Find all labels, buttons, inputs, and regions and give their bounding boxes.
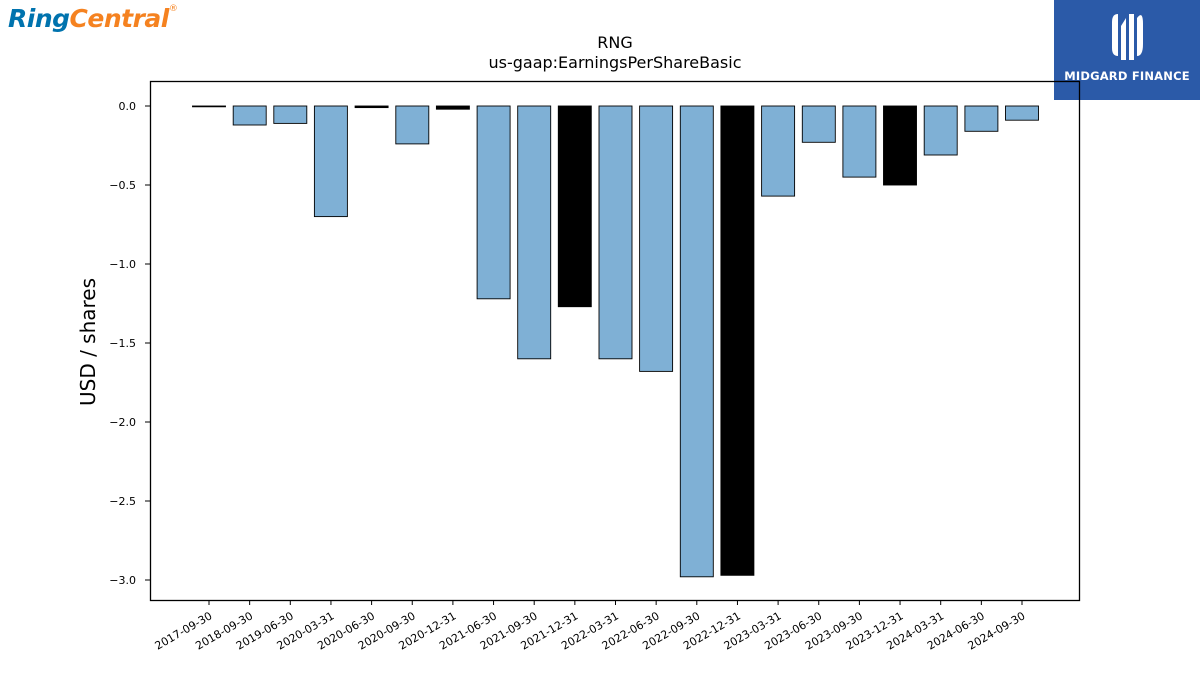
ringcentral-logo: RingCentral® — [8, 4, 178, 38]
y-tick-label: −1.5 — [109, 337, 136, 350]
y-tick-label: −2.0 — [109, 416, 136, 429]
bar-2022-03-31 — [598, 105, 633, 360]
bar-2022-06-30 — [639, 105, 674, 372]
y-axis-ticks: 0.0 −0.5 −1.0 −1.5 −2.0 −2.5 −3.0 — [109, 100, 150, 587]
bar-2020-12-31 — [435, 105, 470, 110]
y-tick-label: −0.5 — [109, 179, 136, 192]
chart-title: RNG — [597, 33, 632, 52]
y-tick-label: −3.0 — [109, 574, 136, 587]
bar-2020-09-30 — [395, 105, 430, 145]
bar-2024-09-30 — [1005, 105, 1039, 121]
ringcentral-logo-ring: Ring — [8, 4, 70, 33]
bar-2022-09-30 — [679, 105, 714, 578]
bars-group — [192, 105, 1039, 578]
y-axis-label: USD / shares — [76, 278, 100, 406]
midgard-finance-label: MIDGARD FINANCE — [1064, 69, 1190, 83]
bar-2022-12-31 — [720, 105, 755, 576]
bar-2023-09-30 — [842, 105, 877, 178]
y-tick-label: 0.0 — [119, 100, 137, 113]
y-tick-label: −2.5 — [109, 495, 136, 508]
bar-2024-03-31 — [923, 105, 958, 156]
bar-2021-06-30 — [476, 105, 511, 300]
bar-2018-09-30 — [232, 105, 267, 126]
bar-2019-06-30 — [273, 105, 308, 124]
bar-2021-12-31 — [557, 105, 592, 308]
y-tick-label: −1.0 — [109, 258, 136, 271]
plot-frame — [149, 80, 1081, 602]
bar-2020-06-30 — [354, 105, 389, 109]
bar-2020-03-31 — [313, 105, 348, 218]
bar-2023-03-31 — [761, 105, 796, 197]
bar-2017-09-30 — [192, 105, 226, 108]
ringcentral-logo-central: Central — [69, 4, 170, 33]
bar-2021-09-30 — [517, 105, 552, 360]
bar-2023-12-31 — [883, 105, 917, 186]
x-axis-ticks: 2017-09-302018-09-302019-06-302020-03-31… — [153, 600, 1028, 653]
chart-subtitle: us-gaap:EarningsPerShareBasic — [488, 53, 741, 72]
midgard-finance-logo: MIDGARD FINANCE — [1054, 0, 1200, 100]
midgard-emblem-icon — [1112, 14, 1143, 60]
registered-mark: ® — [168, 4, 178, 14]
bar-2024-06-30 — [964, 105, 999, 132]
bar-2023-06-30 — [801, 105, 836, 143]
